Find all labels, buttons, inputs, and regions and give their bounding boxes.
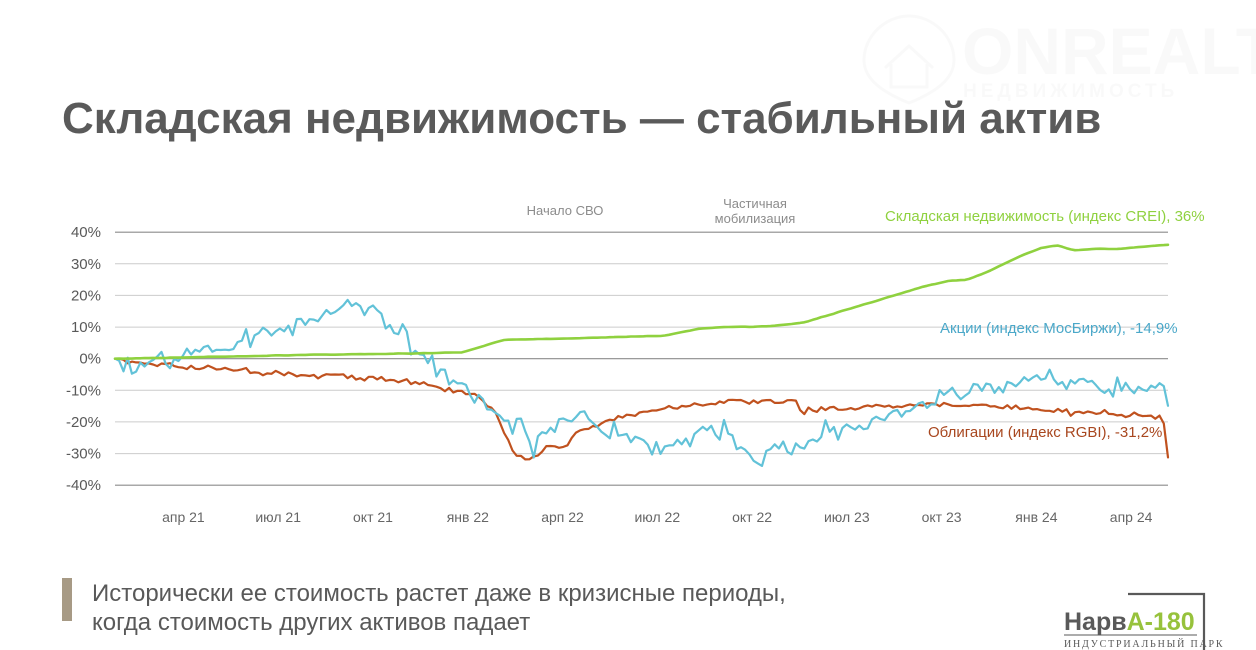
svg-text:НарвА-180: НарвА-180 [1064,608,1195,636]
svg-text:ИНДУСТРИАЛЬНЫЙ ПАРК: ИНДУСТРИАЛЬНЫЙ ПАРК [1064,638,1224,650]
